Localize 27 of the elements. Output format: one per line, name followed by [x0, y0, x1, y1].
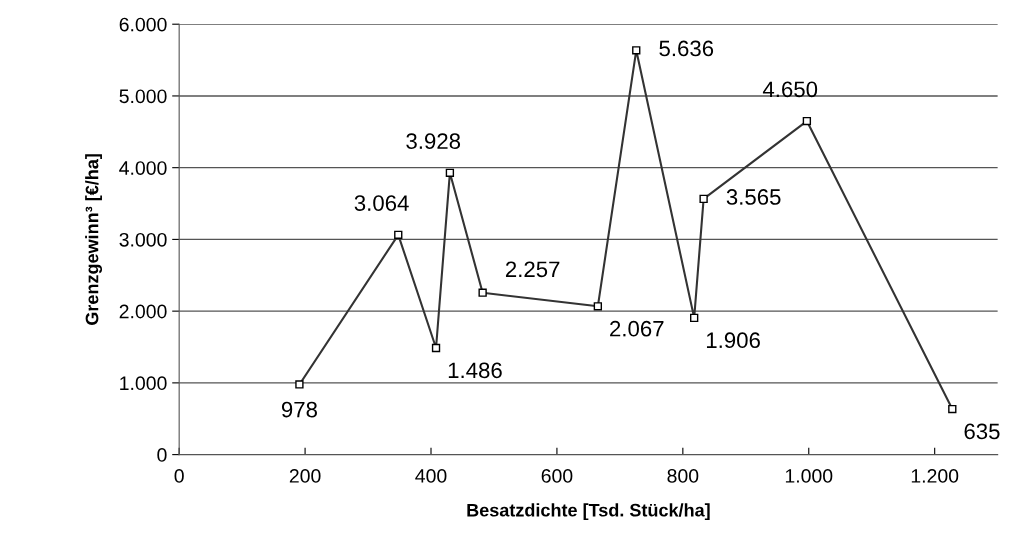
- x-tick-label: 200: [289, 469, 321, 483]
- y-tick-label: 0: [157, 448, 167, 462]
- text: 978: [281, 401, 317, 418]
- y-tick-label: 3.000: [119, 232, 167, 247]
- x-tick-label: 800: [667, 469, 699, 483]
- text: 2.067: [610, 320, 664, 337]
- text: 4.650: [762, 81, 818, 98]
- x-tick-label: 400: [415, 469, 447, 483]
- text: 5.636: [659, 40, 714, 57]
- text: 1.906: [706, 332, 760, 349]
- y-tick-label: 5.000: [119, 89, 167, 104]
- x-tick-label: 0: [174, 469, 184, 483]
- y-tick-label: 4.000: [119, 161, 167, 175]
- x-tick-label: 1.200: [911, 469, 959, 483]
- y-tick-label: 2.000: [119, 304, 167, 319]
- text: 3.928: [406, 133, 461, 149]
- y-tick-label: 6.000: [119, 17, 167, 32]
- x-tick-label: 600: [541, 469, 573, 483]
- text: 2.257: [505, 261, 560, 278]
- text: 1.486: [448, 362, 502, 379]
- x-tick-label: 1.000: [785, 469, 833, 483]
- text: 3.565: [726, 189, 781, 205]
- x-axis-title: Besatzdichte [Tsd. Stück/ha]: [467, 503, 710, 521]
- text: 3.064: [354, 195, 409, 211]
- y-tick-label: 1.000: [120, 376, 167, 391]
- y-axis-title: Grenzgewinn³ [€/ha]: [85, 154, 103, 325]
- text: 635: [964, 423, 1000, 440]
